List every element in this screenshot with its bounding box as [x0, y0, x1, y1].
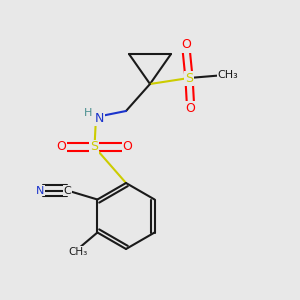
Text: N: N: [36, 185, 45, 196]
Text: O: O: [123, 140, 132, 154]
Text: H: H: [84, 107, 93, 118]
Text: O: O: [181, 38, 191, 52]
Text: S: S: [185, 71, 193, 85]
Text: N: N: [94, 112, 104, 125]
Text: CH₃: CH₃: [218, 70, 239, 80]
Text: O: O: [186, 101, 195, 115]
Text: C: C: [64, 185, 71, 196]
Text: CH₃: CH₃: [68, 247, 88, 257]
Text: S: S: [91, 140, 98, 154]
Text: O: O: [57, 140, 66, 154]
